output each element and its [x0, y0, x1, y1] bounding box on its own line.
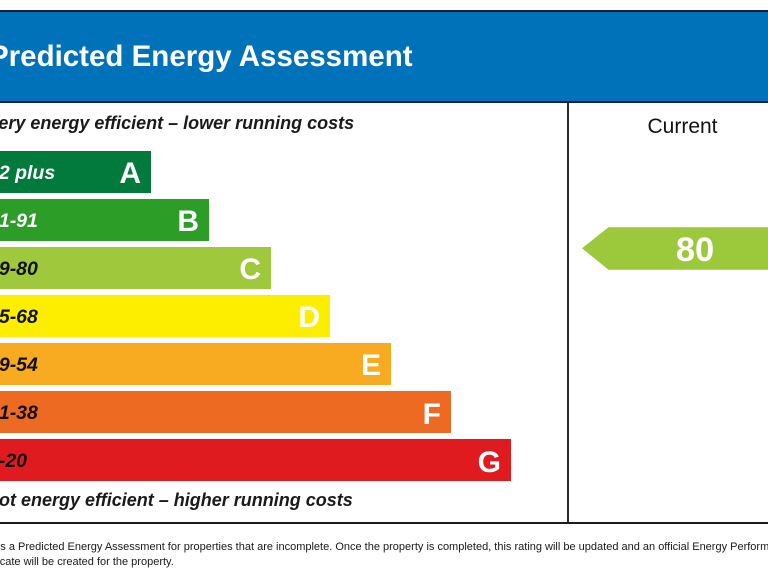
svg-text:80: 80 [676, 231, 714, 269]
